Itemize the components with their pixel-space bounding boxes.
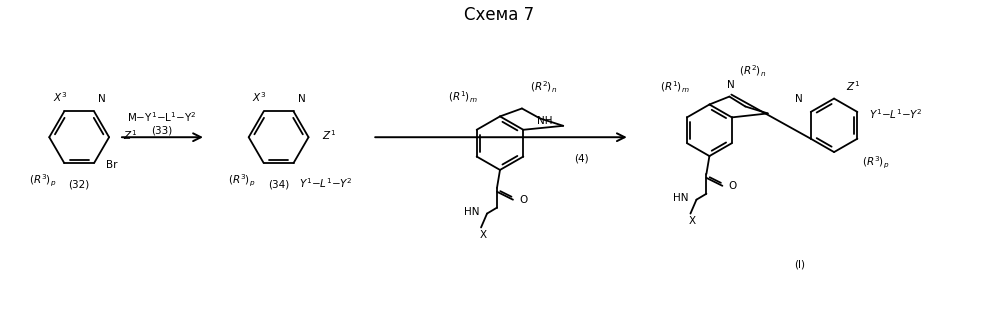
Text: (34): (34) xyxy=(268,180,289,190)
Text: $(R^2)_n$: $(R^2)_n$ xyxy=(530,79,557,95)
Text: $X^3$: $X^3$ xyxy=(53,90,68,104)
Text: $Z^1$: $Z^1$ xyxy=(846,79,860,93)
Text: N: N xyxy=(728,80,736,90)
Text: X: X xyxy=(689,216,696,227)
Text: $(R^2)_n$: $(R^2)_n$ xyxy=(740,63,766,79)
Text: (4): (4) xyxy=(574,153,589,163)
Text: $Y^1$$-$$L^1$$-$$Y^2$: $Y^1$$-$$L^1$$-$$Y^2$ xyxy=(869,107,923,121)
Text: O: O xyxy=(729,181,737,191)
Text: O: O xyxy=(519,195,527,205)
Text: $(R^3)_p$: $(R^3)_p$ xyxy=(229,173,255,189)
Text: N: N xyxy=(297,94,305,104)
Text: M$-$Y$^1$$-$L$^1$$-$Y$^2$: M$-$Y$^1$$-$L$^1$$-$Y$^2$ xyxy=(127,111,197,124)
Text: $Z^1$: $Z^1$ xyxy=(322,128,336,142)
Text: X: X xyxy=(479,230,487,240)
Text: N: N xyxy=(98,94,106,104)
Text: $Y^1$$-$$L^1$$-$$Y^2$: $Y^1$$-$$L^1$$-$$Y^2$ xyxy=(298,176,352,190)
Text: (33): (33) xyxy=(152,125,173,135)
Text: $(R^1)_m$: $(R^1)_m$ xyxy=(448,90,478,106)
Text: $(R^1)_m$: $(R^1)_m$ xyxy=(660,79,690,95)
Text: (32): (32) xyxy=(69,180,90,190)
Text: (I): (I) xyxy=(793,259,804,269)
Text: N: N xyxy=(795,94,802,104)
Text: HN: HN xyxy=(673,193,689,203)
Text: Br: Br xyxy=(106,160,118,170)
Text: HN: HN xyxy=(463,207,479,216)
Text: NH: NH xyxy=(537,116,553,126)
Text: $(R^3)_p$: $(R^3)_p$ xyxy=(29,173,56,189)
Text: $Z^1$: $Z^1$ xyxy=(123,128,137,142)
Text: Схема 7: Схема 7 xyxy=(464,6,534,24)
Text: $(R^3)_p$: $(R^3)_p$ xyxy=(862,155,890,171)
Text: $X^3$: $X^3$ xyxy=(252,90,266,104)
